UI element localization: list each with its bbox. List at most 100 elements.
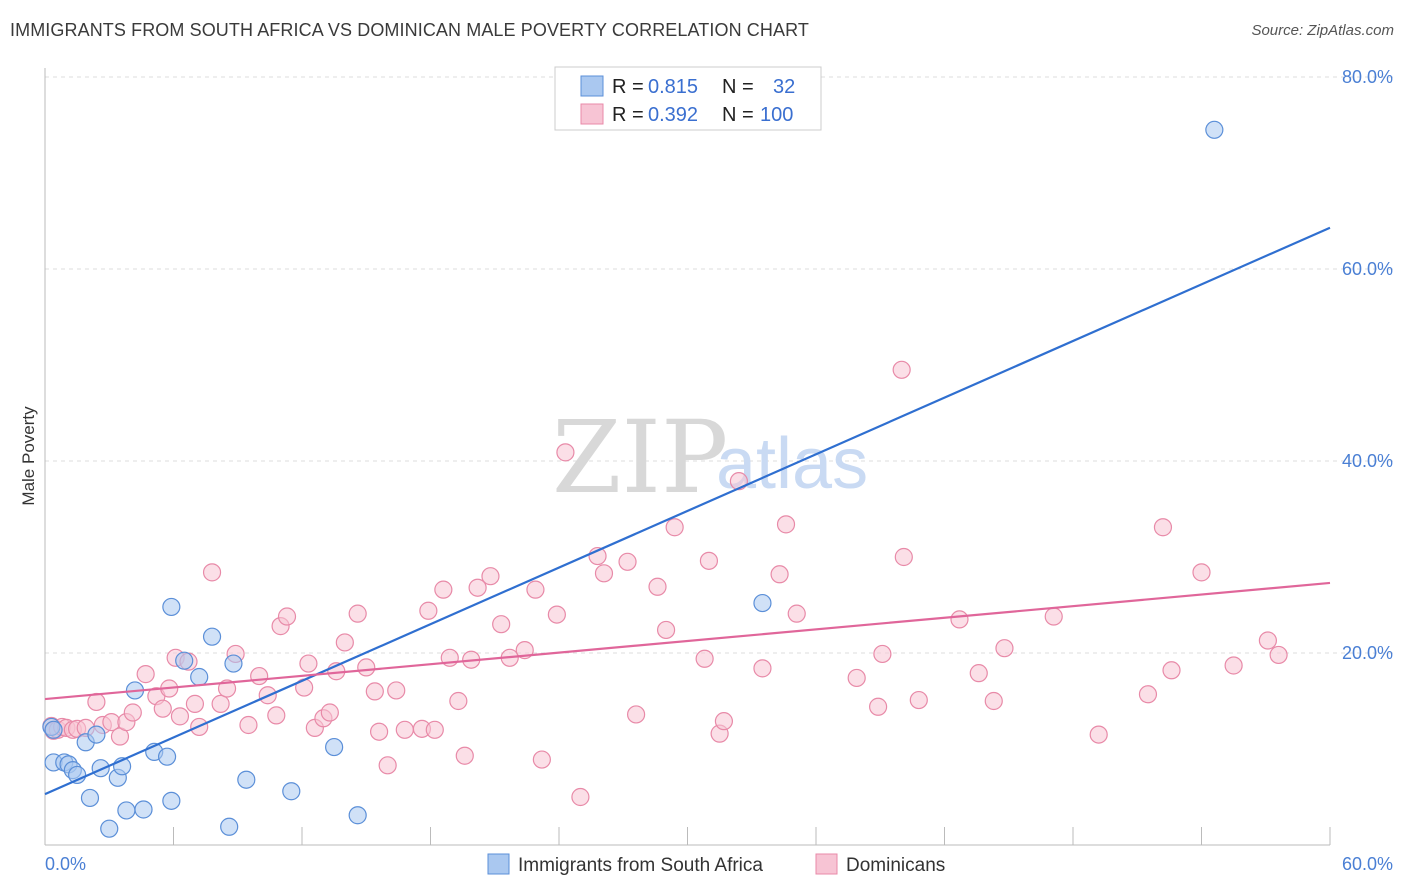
pink-point: [395, 720, 414, 739]
pink-point: [1162, 661, 1181, 680]
y-tick-labels: 20.0% 40.0% 60.0% 80.0%: [1342, 67, 1393, 663]
blue-point: [134, 800, 153, 819]
blue-point: [87, 725, 106, 744]
x-tick-label: 0.0%: [45, 854, 86, 874]
legend-n-label: N =: [722, 104, 754, 126]
pink-point: [1138, 685, 1158, 704]
pink-point: [594, 564, 614, 583]
legend-n-value: 100: [760, 104, 793, 126]
x-tick-label: 60.0%: [1342, 854, 1393, 874]
pink-point: [123, 703, 142, 722]
bottom-legend-swatch-blue: [487, 853, 510, 875]
blue-point: [282, 782, 301, 801]
blue-point: [224, 654, 243, 673]
pink-point: [969, 664, 988, 683]
pink-point: [239, 715, 258, 735]
pink-point: [365, 682, 384, 701]
blue-point: [325, 737, 344, 757]
pink-point: [217, 679, 237, 698]
legend-r-value: 0.815: [648, 76, 698, 98]
pink-point: [787, 604, 806, 623]
gridlines: [45, 76, 1393, 654]
bottom-legend-label: Dominicans: [846, 855, 945, 876]
pink-point: [455, 746, 474, 765]
pink-point: [425, 720, 444, 739]
pink-point: [434, 580, 453, 599]
pink-point: [419, 601, 438, 620]
pink-point: [1089, 725, 1108, 744]
blue-point: [162, 791, 181, 810]
pink-point: [909, 690, 928, 710]
blue-point: [91, 759, 110, 778]
pink-point: [202, 563, 222, 582]
pink-point: [618, 552, 637, 571]
scatter-points: [42, 120, 1288, 838]
blue-point: [157, 747, 177, 766]
pink-point: [468, 578, 487, 597]
pink-point: [873, 644, 892, 664]
pink-point: [1153, 518, 1173, 537]
pink-point: [320, 703, 339, 722]
pink-point: [492, 615, 511, 634]
legend-swatch-blue: [580, 75, 604, 97]
blue-point: [175, 651, 194, 670]
legend-r-label: R =: [612, 104, 644, 126]
blue-point: [202, 627, 222, 646]
pink-point: [950, 610, 969, 629]
pink-point: [250, 666, 269, 686]
pink-point: [1192, 563, 1211, 582]
legend-n-label: N =: [722, 76, 754, 98]
pink-point: [984, 691, 1003, 711]
pink-point: [277, 607, 297, 626]
pink-point: [648, 577, 667, 596]
pink-point: [847, 668, 866, 688]
pink-point: [526, 580, 545, 599]
legend: R = 0.815 N = 32 R = 0.392 N = 100: [554, 66, 822, 131]
blue-point: [753, 593, 772, 613]
pink-point: [695, 649, 714, 668]
trend-line-blue: [44, 226, 1331, 796]
y-tick-label: 60.0%: [1342, 259, 1393, 279]
pink-point: [1044, 607, 1063, 626]
watermark-zip-text: ZIP: [552, 399, 728, 516]
pink-point: [665, 518, 684, 537]
x-axis: [44, 68, 1331, 846]
pink-point: [449, 691, 468, 711]
pink-point: [185, 694, 205, 713]
blue-point: [1205, 120, 1224, 139]
pink-point: [571, 787, 590, 807]
blue-point: [117, 801, 136, 820]
pink-point: [753, 659, 772, 678]
pink-point: [267, 706, 286, 725]
pink-point: [532, 750, 551, 769]
bottom-legend-label: Immigrants from South Africa: [518, 855, 763, 876]
source-credit: Source: ZipAtlas.com: [1251, 22, 1394, 39]
blue-point: [44, 720, 63, 739]
pink-point: [378, 756, 397, 775]
pink-point: [481, 567, 500, 586]
pink-point: [335, 633, 354, 652]
blue-point: [237, 770, 256, 789]
y-axis-label: Male Poverty: [19, 406, 38, 506]
bottom-legend-swatch-pink: [815, 853, 838, 875]
x-tick-labels: 0.0% 60.0%: [45, 854, 1393, 874]
pink-point: [776, 515, 796, 534]
pink-point: [211, 694, 230, 713]
pink-point: [357, 658, 376, 677]
pink-point: [656, 620, 676, 640]
pink-point: [136, 665, 155, 684]
legend-swatch-pink: [580, 103, 604, 125]
legend-r-label: R =: [612, 76, 644, 98]
bottom-legend: Immigrants from South Africa Dominicans: [487, 853, 945, 876]
pink-point: [894, 547, 913, 567]
pink-point: [1224, 656, 1243, 675]
blue-point: [220, 817, 239, 836]
pink-point: [1269, 645, 1288, 665]
pink-point: [770, 565, 789, 584]
pink-point: [348, 604, 367, 623]
pink-point: [869, 697, 888, 716]
pink-point: [892, 360, 911, 379]
pink-point: [1258, 631, 1277, 650]
pink-point: [153, 699, 172, 718]
